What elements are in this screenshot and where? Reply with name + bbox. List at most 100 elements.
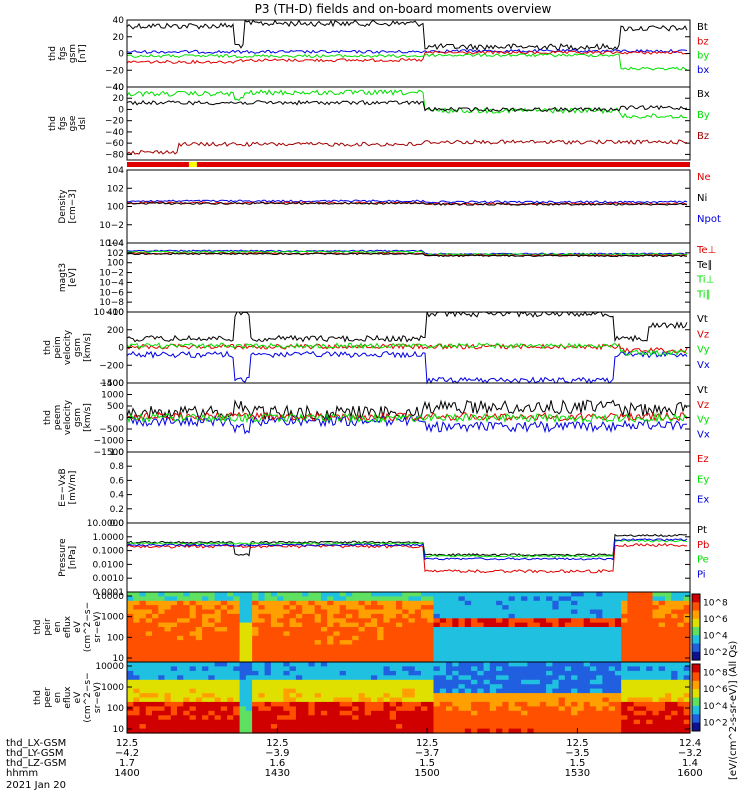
spectrogram-cell bbox=[489, 644, 497, 650]
spectrogram-cell bbox=[421, 618, 428, 624]
spectrogram-cell bbox=[220, 653, 228, 659]
spectrogram-cell bbox=[652, 631, 660, 637]
spectrogram-cell bbox=[320, 724, 328, 730]
spectrogram-cell bbox=[533, 693, 541, 699]
spectrogram-cell bbox=[439, 706, 447, 712]
spectrogram-cell bbox=[283, 715, 291, 721]
spectrogram-cell bbox=[183, 693, 191, 699]
y-tick-label: 1000 bbox=[101, 613, 124, 623]
spectrogram-cell bbox=[427, 622, 435, 628]
spectrogram-cell bbox=[414, 609, 422, 615]
spectrogram-cell bbox=[277, 670, 284, 676]
spectrogram-cell bbox=[502, 622, 510, 628]
spectrogram-cell bbox=[640, 592, 647, 597]
spectrogram-cell bbox=[158, 679, 166, 685]
spectrogram-cell bbox=[439, 618, 447, 624]
spectrogram-cell bbox=[464, 657, 472, 663]
spectrogram-cell bbox=[414, 631, 422, 637]
spectrogram-cell bbox=[464, 627, 472, 632]
spectrogram-cell bbox=[352, 653, 360, 659]
spectrogram-cell bbox=[152, 662, 159, 667]
y-axis-label: thd bbox=[43, 410, 53, 425]
spectrogram-cell bbox=[596, 666, 604, 672]
spectrogram-cell bbox=[589, 710, 597, 716]
spectrogram-cell bbox=[371, 635, 378, 641]
spectrogram-cell bbox=[402, 627, 410, 632]
y-axis-label: [km/s] bbox=[83, 403, 93, 432]
spectrogram-cell bbox=[202, 693, 209, 699]
spectrogram-cell bbox=[514, 640, 522, 646]
spectrogram-cell bbox=[539, 622, 547, 628]
spectrogram-cell bbox=[214, 662, 222, 667]
spectrogram-cell bbox=[665, 670, 672, 676]
spectrogram-cell bbox=[533, 635, 541, 641]
series-pb bbox=[126, 542, 688, 574]
spectrogram-cell bbox=[658, 666, 666, 672]
spectrogram-cell bbox=[283, 644, 291, 650]
spectrogram-cell bbox=[596, 688, 604, 694]
spectrogram-cell bbox=[621, 675, 629, 681]
spectrogram-cell bbox=[389, 640, 397, 646]
spectrogram-cell bbox=[264, 635, 272, 641]
spectrogram-cell bbox=[527, 627, 535, 632]
spectrogram-cell bbox=[283, 600, 291, 606]
spectrogram-cell bbox=[320, 644, 328, 650]
spectrogram-cell bbox=[158, 688, 166, 694]
spectrogram-cell bbox=[508, 684, 516, 690]
spectrogram-cell bbox=[170, 679, 178, 685]
spectrogram-cell bbox=[289, 635, 297, 641]
spectrogram-cell bbox=[539, 693, 547, 699]
spectrogram-cell bbox=[177, 706, 184, 712]
spectrogram-cell bbox=[646, 596, 654, 602]
spectrogram-cell bbox=[608, 719, 616, 725]
spectrogram-cell bbox=[539, 679, 547, 685]
spectrogram-cell bbox=[683, 609, 691, 615]
spectrogram-cell bbox=[677, 710, 685, 716]
spectrogram-cell bbox=[308, 670, 316, 676]
y-tick-label: −60 bbox=[105, 139, 124, 149]
spectrogram-cell bbox=[258, 600, 266, 606]
x-tick-label: 12.5 bbox=[566, 738, 588, 749]
spectrogram-cell bbox=[421, 662, 428, 667]
spectrogram-cell bbox=[164, 653, 172, 659]
spectrogram-cell bbox=[496, 688, 503, 694]
spectrogram-cell bbox=[295, 609, 303, 615]
spectrogram-cell bbox=[646, 706, 654, 712]
spectrogram-cell bbox=[145, 697, 153, 703]
spectrogram-cell bbox=[320, 710, 328, 716]
spectrogram-cell bbox=[139, 605, 147, 611]
spectrogram-cell bbox=[377, 622, 385, 628]
spectrogram-cell bbox=[289, 609, 297, 615]
spectrogram-cell bbox=[308, 613, 316, 619]
spectrogram-cell bbox=[589, 666, 597, 672]
spectrogram-cell bbox=[446, 609, 453, 615]
spectrogram-cell bbox=[646, 613, 654, 619]
spectrogram-cell bbox=[665, 653, 672, 659]
spectrogram-cell bbox=[477, 684, 485, 690]
spectrogram-cell bbox=[252, 592, 259, 597]
spectrogram-cell bbox=[264, 693, 272, 699]
spectrogram-cell bbox=[396, 609, 403, 615]
spectrogram-cell bbox=[295, 693, 303, 699]
spectrogram-cell bbox=[302, 670, 310, 676]
spectrogram-cell bbox=[621, 719, 629, 725]
y-tick-label: −400 bbox=[99, 379, 124, 389]
legend-vz: Vz bbox=[697, 329, 709, 340]
spectrogram-cell bbox=[320, 684, 328, 690]
spectrogram-cell bbox=[358, 710, 366, 716]
spectrogram-cell bbox=[164, 605, 172, 611]
spectrogram-cell bbox=[539, 706, 547, 712]
spectrogram-cell bbox=[377, 631, 385, 637]
spectrogram-cell bbox=[220, 618, 228, 624]
spectrogram-cell bbox=[233, 728, 241, 734]
spectrogram-cell bbox=[389, 644, 397, 650]
spectrogram-cell bbox=[589, 622, 597, 628]
spectrogram-cell bbox=[127, 670, 134, 676]
spectrogram-cell bbox=[345, 724, 353, 730]
spectrogram-cell bbox=[558, 724, 566, 730]
spectrogram-cell bbox=[358, 688, 366, 694]
spectrogram-cell bbox=[471, 715, 478, 721]
y-tick-label: 10 bbox=[113, 725, 125, 735]
y-tick-label: 10 bbox=[113, 654, 125, 664]
spectrogram-cell bbox=[383, 728, 391, 734]
